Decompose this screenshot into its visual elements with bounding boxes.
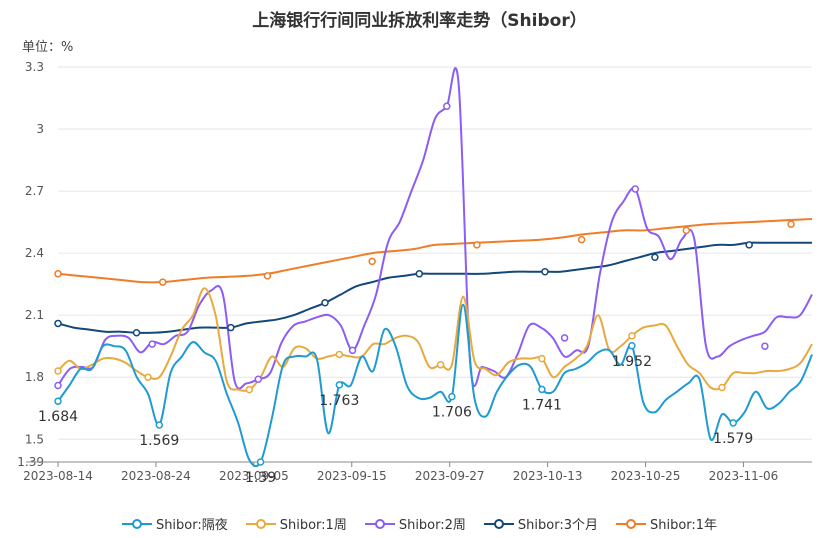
legend-label: Shibor:1周 (279, 518, 347, 533)
series-marker (729, 419, 737, 427)
legend-swatch-icon (615, 518, 646, 529)
series-marker (415, 270, 424, 278)
series-marker (473, 241, 481, 249)
series-marker (682, 226, 691, 235)
x-tick-label: 2023-09-27 (415, 469, 485, 483)
series-marker (761, 342, 769, 350)
series-marker (560, 334, 569, 342)
series-marker (335, 350, 344, 359)
series-marker (628, 332, 636, 340)
x-tick-label: 2023-09-05 (219, 469, 289, 483)
series-marker (158, 278, 167, 286)
legend-swatch-icon (364, 518, 395, 529)
series-marker (132, 328, 141, 337)
series-line-1 (57, 287, 813, 392)
legend-swatch-icon (121, 518, 152, 529)
series-marker (538, 385, 546, 394)
series-marker (448, 392, 456, 401)
series-marker (256, 458, 265, 466)
data-label: 1.952 (612, 354, 652, 370)
legend-item[interactable]: Shibor:1周 (245, 514, 347, 533)
y-tick-label: 1.5 (25, 432, 44, 446)
series-marker (335, 381, 344, 389)
data-label: 1.684 (38, 409, 78, 425)
data-label: 1.579 (713, 431, 753, 447)
series-marker (254, 375, 263, 384)
series-marker (368, 257, 376, 266)
y-tick-label: 3 (36, 122, 44, 136)
series-marker (628, 342, 636, 350)
series-marker (54, 381, 62, 390)
series-line-4 (57, 218, 813, 284)
series-marker (54, 367, 62, 375)
series-marker (54, 397, 62, 405)
series-marker (718, 383, 726, 392)
series-line-3 (57, 241, 812, 334)
series-marker (436, 361, 445, 369)
series-marker (631, 185, 640, 193)
x-tick-label: 2023-10-13 (513, 469, 583, 483)
x-tick-label: 2023-10-25 (611, 469, 681, 483)
legend-item[interactable]: Shibor:隔夜 (121, 514, 228, 533)
data-label: 1.569 (139, 433, 179, 449)
y-tick-label: 2.1 (25, 308, 44, 322)
legend: Shibor:隔夜 Shibor:1周 Shibor:2周 Shibor:3个月 Shi… (0, 514, 839, 533)
series-marker (745, 241, 753, 249)
series-marker (348, 346, 357, 355)
legend-label: Shibor:1年 (649, 518, 718, 533)
data-label: 1.741 (522, 397, 562, 413)
series-marker (321, 299, 329, 307)
data-label: 1.39 (245, 470, 276, 486)
y-tick-label: 3.3 (25, 60, 44, 74)
series-marker (651, 253, 659, 262)
chart-title: 上海银行行间同业拆放利率走势（Shibor） (252, 11, 587, 31)
series-marker (227, 323, 235, 332)
legend-label: Shibor:2周 (398, 518, 466, 533)
series-marker (148, 340, 156, 348)
series-marker (54, 270, 62, 278)
series-marker (538, 354, 546, 363)
y-tick-label: 2.7 (25, 184, 44, 198)
x-tick-label: 2023-08-24 (121, 469, 191, 483)
series-marker (577, 235, 586, 244)
unit-label: 单位：% (22, 40, 74, 55)
y-tick-label: 2.4 (25, 246, 44, 260)
series-marker (54, 319, 62, 328)
legend-item[interactable]: Shibor:2周 (364, 514, 466, 533)
data-label: 1.763 (319, 393, 359, 409)
data-label: 1.706 (432, 405, 472, 421)
series-marker (787, 220, 795, 228)
series-marker (245, 385, 254, 394)
series-line-0 (57, 303, 813, 468)
series-marker (541, 267, 549, 276)
legend-item[interactable]: Shibor:3个月 (483, 514, 598, 533)
legend-label: Shibor:3个月 (517, 518, 598, 533)
legend-swatch-icon (245, 518, 276, 529)
series-marker (443, 102, 451, 111)
series-marker (263, 272, 272, 280)
legend-swatch-icon (483, 518, 514, 529)
legend-label: Shibor:隔夜 (155, 518, 228, 533)
series-line-2 (57, 67, 813, 390)
legend-item[interactable]: Shibor:1年 (615, 514, 718, 533)
x-tick-label: 2023-08-14 (23, 469, 93, 483)
series-marker (155, 421, 164, 429)
series-marker (144, 373, 152, 381)
x-tick-label: 2023-11-06 (709, 469, 779, 483)
y-tick-label: 1.8 (25, 370, 44, 384)
x-tick-label: 2023-09-15 (317, 469, 387, 483)
